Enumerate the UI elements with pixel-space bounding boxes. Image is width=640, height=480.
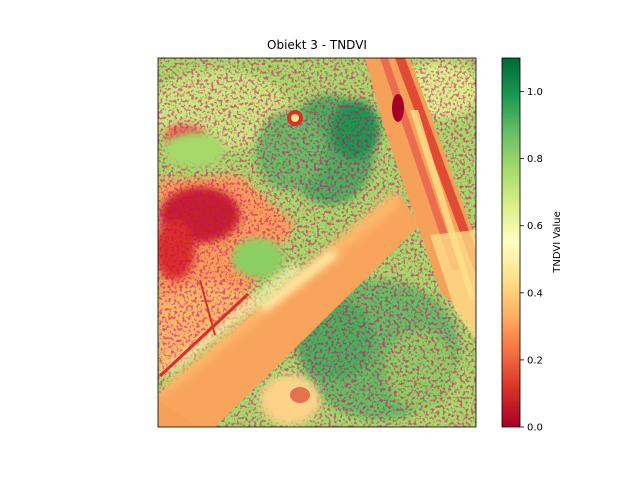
colorbar-tick-label: 0.2 [527, 355, 543, 366]
colorbar-tick-label: 1.0 [527, 87, 543, 98]
colorbar-tick-label: 0.4 [527, 288, 543, 299]
colorbar: 0.0 0.2 0.4 0.6 0.8 1.0 TNDVI Value [501, 57, 563, 434]
colorbar-tick-label: 0.8 [527, 154, 543, 165]
heatmap-image [158, 58, 476, 427]
chart-title: Obiekt 3 - TNDVI [267, 38, 367, 52]
plot-frame [157, 57, 477, 428]
colorbar-tick-label: 0.0 [527, 423, 543, 434]
colorbar-tick-label: 0.6 [527, 221, 543, 232]
colorbar-label: TNDVI Value [552, 211, 563, 274]
colorbar-gradient [501, 57, 521, 428]
colorbar-ticks: 0.0 0.2 0.4 0.6 0.8 1.0 [520, 87, 543, 434]
